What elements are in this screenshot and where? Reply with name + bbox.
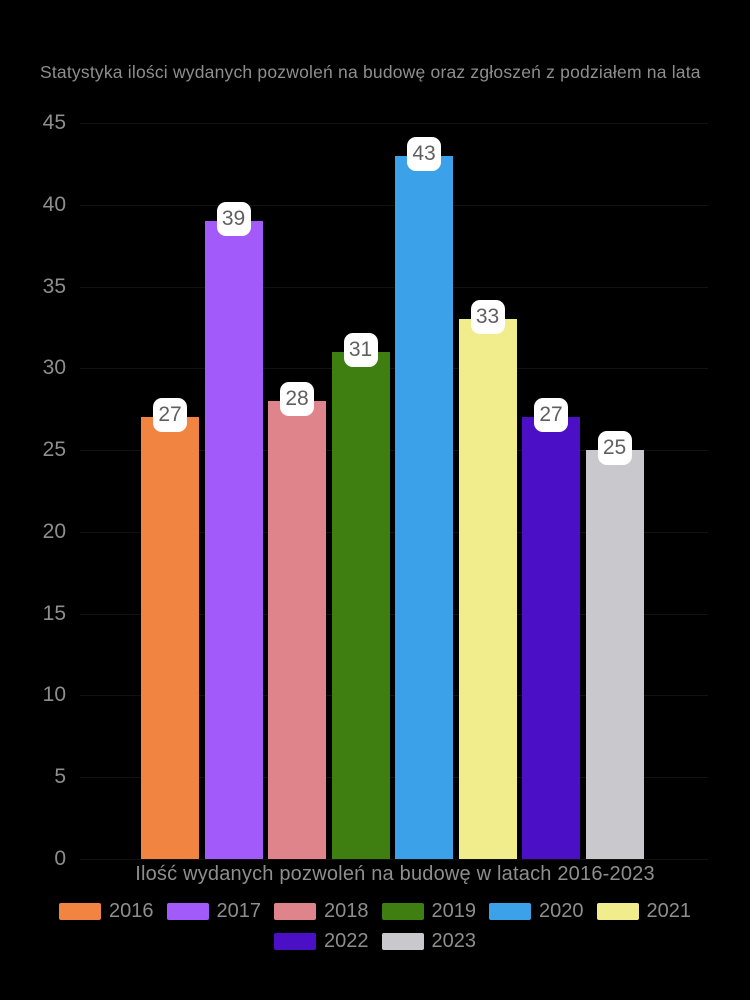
bar-value-label-2016: 27 xyxy=(153,398,187,433)
bar-value-label-2022: 27 xyxy=(534,398,568,433)
legend-label-2022: 2022 xyxy=(324,930,369,952)
gridline-40 xyxy=(80,204,708,206)
legend-item-2021: 2021 xyxy=(596,900,692,923)
bar-value-label-2021: 33 xyxy=(470,300,505,335)
legend: 2016 2017 2018 2019 2020 2021 2022 2023 xyxy=(0,900,750,953)
legend-label-2023: 2023 xyxy=(431,930,477,952)
y-tick-label-35: 35 xyxy=(42,274,66,298)
bar-2023 xyxy=(585,450,644,859)
legend-item-2017: 2017 xyxy=(166,900,262,923)
y-tick-label-40: 40 xyxy=(42,192,66,216)
legend-item-2016: 2016 xyxy=(59,900,154,923)
y-tick-label-5: 5 xyxy=(54,765,66,789)
bar-value-label-2019: 31 xyxy=(343,332,378,367)
legend-label-2018: 2018 xyxy=(324,900,369,922)
y-tick-label-0: 0 xyxy=(54,847,66,870)
bar-value-label-2023: 25 xyxy=(597,431,632,466)
y-tick-label-45: 45 xyxy=(42,111,66,134)
bar-value-label-2018: 28 xyxy=(280,382,314,417)
legend-row-1: 2016 2017 2018 2019 2020 2021 xyxy=(59,900,691,923)
legend-label-2016: 2016 xyxy=(109,900,154,922)
gridline-25 xyxy=(80,450,708,452)
gridline-35 xyxy=(80,286,708,288)
legend-item-2019: 2019 xyxy=(381,900,477,923)
bar-value-label-2017: 39 xyxy=(216,202,251,237)
legend-swatch-2022 xyxy=(274,933,316,950)
y-tick-label-15: 15 xyxy=(42,601,66,625)
legend-item-2023: 2023 xyxy=(381,930,477,953)
y-tick-label-30: 30 xyxy=(42,356,66,380)
legend-row-2: 2022 2023 xyxy=(274,930,476,953)
y-tick-label-10: 10 xyxy=(42,683,66,707)
bar-2016 xyxy=(141,417,199,859)
chart-title: Statystyka ilości wydanych pozwoleń na b… xyxy=(40,62,701,82)
legend-item-2022: 2022 xyxy=(274,930,369,953)
legend-label-2020: 2020 xyxy=(539,900,584,922)
gridline-5 xyxy=(80,777,708,779)
bar-2021 xyxy=(458,319,517,859)
gridline-20 xyxy=(80,531,708,533)
legend-swatch-2020 xyxy=(489,903,531,920)
y-tick-label-25: 25 xyxy=(42,438,66,462)
legend-swatch-2021 xyxy=(596,903,639,920)
gridline-0 xyxy=(80,859,708,860)
bar-2020 xyxy=(395,155,453,859)
legend-item-2020: 2020 xyxy=(489,900,584,923)
bar-value-label-2020: 43 xyxy=(407,136,441,171)
legend-label-2017: 2017 xyxy=(216,900,262,922)
x-axis-label: Ilość wydanych pozwoleń na budowę w lata… xyxy=(135,863,655,885)
legend-swatch-2017 xyxy=(166,903,209,920)
bar-2018 xyxy=(268,401,326,859)
gridline-45 xyxy=(80,123,708,124)
legend-swatch-2019 xyxy=(381,903,424,920)
legend-swatch-2023 xyxy=(381,933,424,950)
gridline-30 xyxy=(80,368,708,370)
legend-label-2019: 2019 xyxy=(431,900,477,922)
legend-swatch-2018 xyxy=(274,903,316,920)
bar-2019 xyxy=(331,351,390,859)
legend-label-2021: 2021 xyxy=(646,900,692,922)
legend-swatch-2016 xyxy=(59,903,101,920)
gridline-15 xyxy=(80,613,708,615)
bar-2022 xyxy=(522,417,580,859)
legend-item-2018: 2018 xyxy=(274,900,369,923)
bar-2017 xyxy=(204,221,263,859)
gridline-10 xyxy=(80,695,708,697)
y-tick-label-20: 20 xyxy=(42,519,66,543)
